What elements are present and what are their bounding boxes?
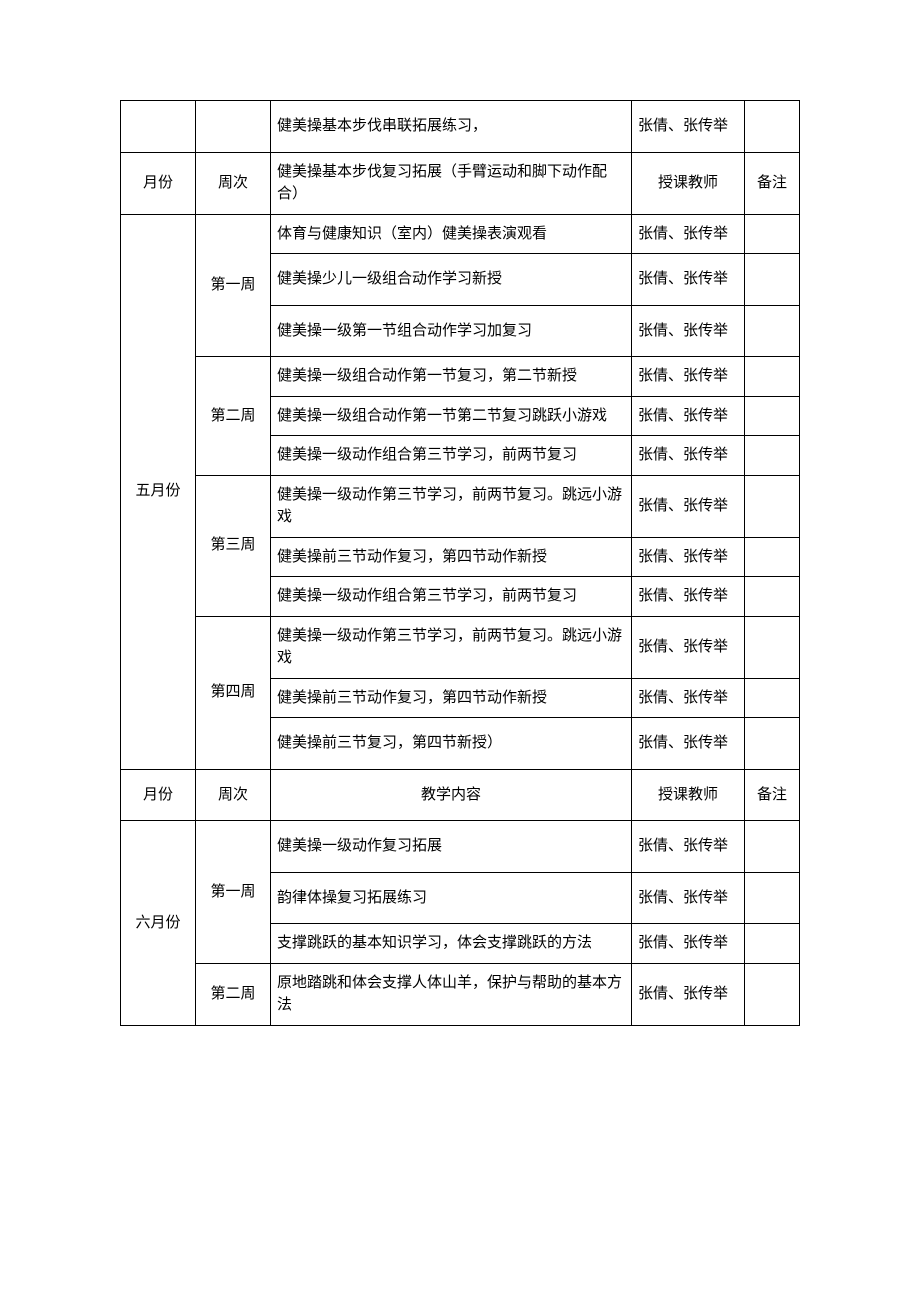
cell-content: 健美操一级第一节组合动作学习加复习 [271, 305, 632, 357]
cell-content: 健美操一级动作复习拓展 [271, 821, 632, 873]
cell-content: 韵律体操复习拓展练习 [271, 872, 632, 924]
header-month: 月份 [121, 152, 196, 214]
header-teacher: 授课教师 [632, 152, 745, 214]
cell-note [745, 254, 800, 306]
cell-note [745, 537, 800, 577]
header-week: 周次 [196, 769, 271, 821]
cell-note [745, 577, 800, 617]
cell-note [745, 101, 800, 153]
cell-note [745, 475, 800, 537]
cell-content: 健美操前三节动作复习，第四节动作新授 [271, 537, 632, 577]
table-header-row: 月份 周次 健美操基本步伐复习拓展（手臂运动和脚下动作配合） 授课教师 备注 [121, 152, 800, 214]
cell-week-may2: 第二周 [196, 357, 271, 476]
cell-content: 健美操一级动作组合第三节学习，前两节复习 [271, 436, 632, 476]
cell-content: 健美操一级动作第三节学习，前两节复习。跳远小游戏 [271, 616, 632, 678]
cell-content: 健美操少儿一级组合动作学习新授 [271, 254, 632, 306]
cell-teacher: 张倩、张传举 [632, 577, 745, 617]
cell-teacher: 张倩、张传举 [632, 254, 745, 306]
table-row: 第二周 健美操一级组合动作第一节复习，第二节新授 张倩、张传举 [121, 357, 800, 397]
cell-note [745, 718, 800, 770]
cell-note [745, 678, 800, 718]
cell-teacher: 张倩、张传举 [632, 357, 745, 397]
cell-content: 健美操一级动作组合第三节学习，前两节复习 [271, 577, 632, 617]
table-row: 健美操基本步伐串联拓展练习， 张倩、张传举 [121, 101, 800, 153]
cell-teacher: 张倩、张传举 [632, 475, 745, 537]
table-row: 五月份 第一周 体育与健康知识（室内）健美操表演观看 张倩、张传举 [121, 214, 800, 254]
header-note: 备注 [745, 152, 800, 214]
cell-content: 健美操前三节复习，第四节新授） [271, 718, 632, 770]
cell-note [745, 214, 800, 254]
cell-week-may3: 第三周 [196, 475, 271, 616]
cell-note [745, 872, 800, 924]
header-content: 教学内容 [271, 769, 632, 821]
cell-content: 健美操一级组合动作第一节第二节复习跳跃小游戏 [271, 396, 632, 436]
table-row: 第三周 健美操一级动作第三节学习，前两节复习。跳远小游戏 张倩、张传举 [121, 475, 800, 537]
cell-month-june: 六月份 [121, 821, 196, 1026]
cell-week-may1: 第一周 [196, 214, 271, 357]
cell-week-empty [196, 101, 271, 153]
header-content: 健美操基本步伐复习拓展（手臂运动和脚下动作配合） [271, 152, 632, 214]
cell-week-may4: 第四周 [196, 616, 271, 769]
cell-week-june2: 第二周 [196, 963, 271, 1025]
cell-note [745, 436, 800, 476]
cell-teacher: 张倩、张传举 [632, 616, 745, 678]
table-header-row: 月份 周次 教学内容 授课教师 备注 [121, 769, 800, 821]
header-note: 备注 [745, 769, 800, 821]
cell-teacher: 张倩、张传举 [632, 436, 745, 476]
cell-content: 健美操一级组合动作第一节复习，第二节新授 [271, 357, 632, 397]
cell-content: 健美操基本步伐串联拓展练习， [271, 101, 632, 153]
table-row: 第四周 健美操一级动作第三节学习，前两节复习。跳远小游戏 张倩、张传举 [121, 616, 800, 678]
cell-content: 支撑跳跃的基本知识学习，体会支撑跳跃的方法 [271, 924, 632, 964]
cell-note [745, 821, 800, 873]
cell-teacher: 张倩、张传举 [632, 101, 745, 153]
cell-content: 体育与健康知识（室内）健美操表演观看 [271, 214, 632, 254]
table-row: 六月份 第一周 健美操一级动作复习拓展 张倩、张传举 [121, 821, 800, 873]
cell-teacher: 张倩、张传举 [632, 718, 745, 770]
header-teacher: 授课教师 [632, 769, 745, 821]
cell-teacher: 张倩、张传举 [632, 678, 745, 718]
schedule-table: 健美操基本步伐串联拓展练习， 张倩、张传举 月份 周次 健美操基本步伐复习拓展（… [120, 100, 800, 1026]
cell-note [745, 396, 800, 436]
cell-teacher: 张倩、张传举 [632, 963, 745, 1025]
cell-teacher: 张倩、张传举 [632, 872, 745, 924]
cell-content: 健美操前三节动作复习，第四节动作新授 [271, 678, 632, 718]
cell-week-june1: 第一周 [196, 821, 271, 964]
cell-month-empty [121, 101, 196, 153]
cell-teacher: 张倩、张传举 [632, 537, 745, 577]
cell-content: 原地踏跳和体会支撑人体山羊，保护与帮助的基本方法 [271, 963, 632, 1025]
table-row: 第二周 原地踏跳和体会支撑人体山羊，保护与帮助的基本方法 张倩、张传举 [121, 963, 800, 1025]
cell-teacher: 张倩、张传举 [632, 214, 745, 254]
cell-teacher: 张倩、张传举 [632, 924, 745, 964]
cell-note [745, 357, 800, 397]
cell-teacher: 张倩、张传举 [632, 305, 745, 357]
cell-note [745, 616, 800, 678]
cell-note [745, 924, 800, 964]
cell-teacher: 张倩、张传举 [632, 821, 745, 873]
header-month: 月份 [121, 769, 196, 821]
cell-note [745, 963, 800, 1025]
cell-teacher: 张倩、张传举 [632, 396, 745, 436]
cell-note [745, 305, 800, 357]
cell-content: 健美操一级动作第三节学习，前两节复习。跳远小游戏 [271, 475, 632, 537]
header-week: 周次 [196, 152, 271, 214]
cell-month-may: 五月份 [121, 214, 196, 769]
